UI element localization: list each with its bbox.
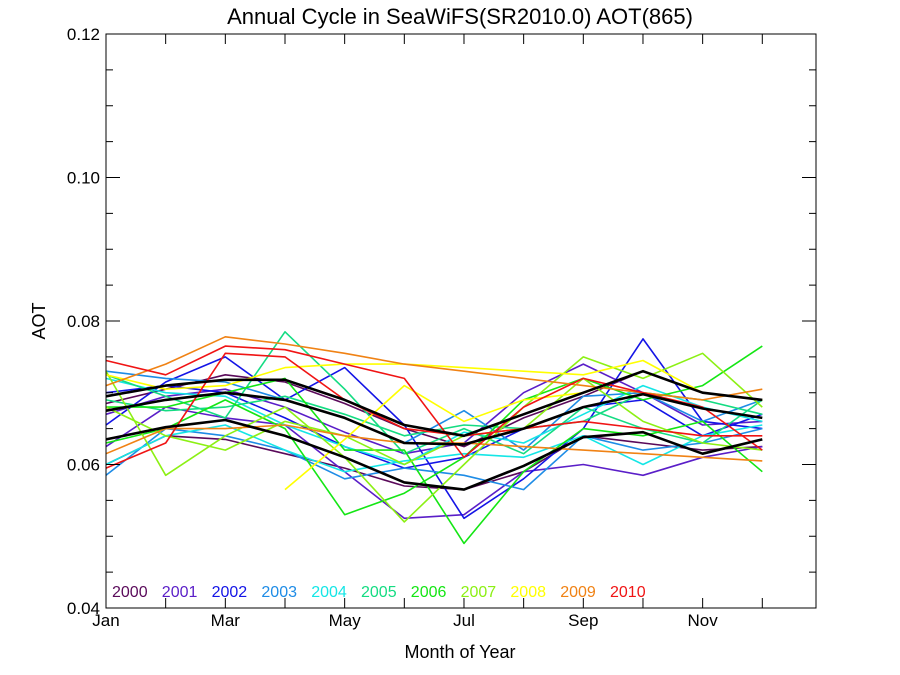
series-line-2003-6: [105, 427, 763, 491]
legend-entry-2002: 2002: [212, 584, 248, 601]
series-line-2007-15: [105, 377, 763, 466]
y-axis: 0.04 0.06 0.08 0.10 0.12: [67, 25, 816, 618]
series-line-mean-24: [105, 418, 763, 491]
x-tick-label: Nov: [688, 611, 719, 630]
y-tick-label: 0.04: [67, 599, 100, 618]
legend-entry-2003: 2003: [261, 584, 297, 601]
legend-entry-2010: 2010: [610, 584, 646, 601]
series-line-2010-21: [105, 352, 763, 469]
x-axis-label: Month of Year: [404, 642, 515, 662]
y-tick-label: 0.06: [67, 456, 100, 475]
series-line-2000-0: [105, 434, 763, 491]
legend: 2000 2001 2002 2003 2004 2005 2006 2007 2008 2009…: [112, 584, 646, 601]
legend-entry-2004: 2004: [311, 584, 347, 601]
legend-entry-2001: 2001: [162, 584, 198, 601]
series-line-mean-23: [105, 391, 763, 446]
series-line-mean-22: [105, 369, 763, 438]
x-axis: Jan Mar May Jul Sep Nov: [92, 34, 763, 630]
series-line-2010-20: [105, 345, 763, 459]
x-tick-label: Mar: [211, 611, 241, 630]
chart-title: Annual Cycle in SeaWiFS(SR2010.0) AOT(86…: [227, 4, 693, 29]
series-line-2004-8: [105, 424, 763, 473]
series-layer: [105, 330, 763, 545]
y-tick-label: 0.08: [67, 312, 100, 331]
x-tick-label: Jan: [92, 611, 119, 630]
legend-entry-2005: 2005: [361, 584, 397, 601]
legend-entry-2006: 2006: [411, 584, 447, 601]
y-axis-label: AOT: [29, 302, 49, 339]
x-tick-label: Jul: [453, 611, 475, 630]
x-tick-label: Sep: [568, 611, 598, 630]
series-line-2008-16: [105, 359, 763, 401]
legend-entry-2007: 2007: [461, 584, 497, 601]
series-line-2005-10: [105, 330, 763, 455]
y-tick-label: 0.12: [67, 25, 100, 44]
y-tick-label: 0.10: [67, 169, 100, 188]
series-line-2001-2: [105, 406, 763, 520]
series-line-2002-5: [105, 384, 763, 469]
legend-entry-2000: 2000: [112, 584, 148, 601]
legend-entry-2009: 2009: [560, 584, 596, 601]
series-line-2009-18: [105, 335, 763, 401]
legend-entry-2008: 2008: [510, 584, 546, 601]
x-tick-label: May: [329, 611, 362, 630]
